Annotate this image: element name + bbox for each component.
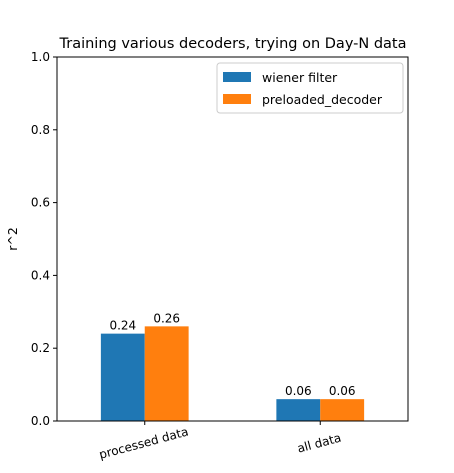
bar-value-label: 0.24 bbox=[109, 319, 136, 333]
y-tick-label: 0.2 bbox=[31, 341, 50, 355]
data-labels: 0.24 0.26 0.06 0.06 bbox=[109, 311, 355, 398]
y-tick-label: 1.0 bbox=[31, 50, 50, 64]
legend-swatch bbox=[223, 72, 251, 82]
bar-preloaded-decoder bbox=[320, 399, 365, 421]
y-axis-label: r^2 bbox=[5, 227, 20, 251]
plot-frame bbox=[56, 56, 409, 422]
bar-value-label: 0.06 bbox=[329, 384, 356, 398]
y-tick-label: 0.4 bbox=[31, 268, 50, 282]
legend-label: preloaded_decoder bbox=[262, 92, 383, 107]
y-axis-ticks: 0.0 0.2 0.4 0.6 0.8 1.0 bbox=[31, 50, 57, 428]
legend: wiener filter preloaded_decoder bbox=[216, 62, 404, 114]
x-tick-label: all data bbox=[296, 431, 343, 456]
bar-wiener-filter bbox=[100, 333, 145, 421]
bar-preloaded-decoder bbox=[144, 326, 189, 421]
legend-swatch bbox=[223, 94, 251, 104]
bar-wiener-filter bbox=[276, 399, 321, 421]
y-tick-label: 0.6 bbox=[31, 196, 50, 210]
bar-value-label: 0.06 bbox=[285, 384, 312, 398]
chart-title: Training various decoders, trying on Day… bbox=[59, 36, 407, 52]
bar-value-label: 0.26 bbox=[153, 311, 180, 325]
legend-box bbox=[216, 62, 404, 114]
y-tick-label: 0.8 bbox=[31, 123, 50, 137]
y-tick-label: 0.0 bbox=[31, 414, 50, 428]
bars bbox=[100, 326, 365, 421]
x-axis-ticks: processed data all data bbox=[97, 421, 343, 462]
x-tick-label: processed data bbox=[97, 424, 189, 461]
legend-label: wiener filter bbox=[262, 70, 338, 85]
